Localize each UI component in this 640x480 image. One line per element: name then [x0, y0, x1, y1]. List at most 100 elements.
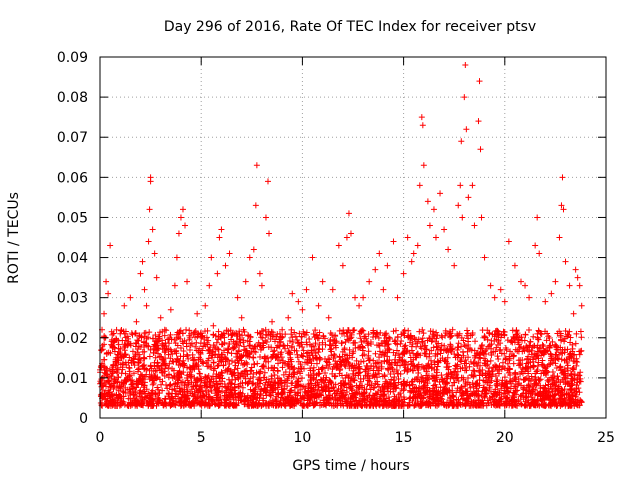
- data-point: [483, 362, 490, 369]
- data-point: [468, 398, 475, 405]
- data-point: [315, 381, 322, 388]
- data-point: [393, 367, 400, 374]
- data-point: [480, 377, 487, 384]
- data-point: [403, 381, 410, 388]
- data-point: [309, 254, 316, 261]
- data-points: [97, 62, 585, 409]
- data-point: [472, 338, 479, 345]
- data-point: [156, 376, 163, 383]
- data-point: [483, 390, 490, 397]
- data-point: [177, 398, 184, 405]
- data-point: [365, 342, 371, 349]
- data-point: [313, 354, 320, 361]
- data-point: [224, 345, 231, 352]
- data-point: [399, 357, 406, 364]
- data-point: [219, 341, 226, 348]
- data-point: [471, 354, 478, 361]
- data-point: [294, 378, 301, 385]
- data-point: [231, 384, 238, 391]
- data-point: [321, 397, 328, 404]
- data-point: [510, 353, 517, 360]
- data-point: [348, 386, 355, 393]
- data-point: [136, 377, 143, 384]
- data-point: [121, 379, 128, 386]
- data-point: [285, 358, 292, 365]
- data-point: [115, 395, 122, 402]
- data-point: [477, 362, 484, 369]
- data-point: [331, 390, 338, 397]
- data-point: [311, 334, 318, 341]
- data-point: [245, 380, 252, 387]
- data-point: [547, 355, 554, 362]
- data-point: [234, 365, 241, 372]
- data-point: [143, 366, 150, 373]
- data-point: [329, 286, 336, 293]
- data-point: [394, 358, 401, 365]
- data-point: [543, 402, 550, 409]
- data-point: [256, 330, 263, 337]
- data-point: [118, 395, 125, 402]
- data-point: [247, 375, 254, 382]
- data-point: [486, 365, 493, 372]
- data-point: [237, 373, 244, 380]
- data-point: [536, 328, 543, 335]
- data-point: [303, 390, 310, 397]
- data-point: [401, 346, 408, 353]
- data-point: [177, 344, 184, 351]
- data-point: [319, 278, 326, 285]
- data-point: [578, 334, 585, 341]
- data-point: [347, 335, 354, 342]
- data-point: [273, 398, 280, 405]
- data-point: [237, 339, 244, 346]
- data-point: [209, 400, 216, 407]
- data-point: [482, 357, 489, 364]
- data-point: [217, 354, 224, 361]
- data-point: [284, 383, 291, 390]
- data-point: [243, 347, 250, 354]
- data-point: [398, 331, 405, 338]
- data-point: [109, 344, 116, 351]
- data-point: [263, 339, 270, 346]
- data-point: [418, 338, 425, 345]
- data-point: [534, 214, 541, 221]
- data-point: [410, 350, 417, 357]
- data-point: [254, 394, 261, 401]
- data-point: [386, 397, 393, 404]
- data-point: [413, 375, 420, 382]
- data-point: [269, 318, 276, 325]
- data-point: [306, 335, 313, 342]
- data-point: [347, 395, 354, 402]
- data-point: [101, 356, 108, 363]
- data-point: [475, 367, 482, 374]
- data-point: [109, 342, 116, 349]
- data-point: [288, 344, 295, 351]
- data-point: [379, 391, 386, 398]
- data-point: [149, 396, 156, 403]
- data-point: [170, 397, 177, 404]
- data-point: [546, 361, 553, 368]
- data-point: [257, 377, 264, 384]
- data-point: [147, 362, 154, 369]
- data-point: [554, 402, 561, 409]
- data-point: [211, 382, 218, 389]
- data-point: [178, 396, 185, 403]
- data-point: [295, 298, 302, 305]
- data-point: [247, 368, 254, 375]
- data-point: [196, 383, 203, 390]
- data-point: [247, 333, 254, 340]
- data-point: [502, 344, 509, 351]
- data-point: [485, 329, 492, 336]
- data-point: [191, 356, 198, 363]
- data-point: [289, 380, 296, 387]
- data-point: [395, 376, 402, 383]
- data-point: [120, 353, 127, 360]
- data-point: [233, 354, 240, 361]
- data-point: [549, 399, 556, 406]
- data-point: [145, 334, 152, 341]
- data-point: [231, 369, 238, 376]
- data-point: [183, 375, 190, 382]
- data-point: [286, 361, 293, 368]
- data-point: [430, 206, 437, 213]
- data-point: [318, 392, 325, 399]
- data-point: [400, 387, 407, 394]
